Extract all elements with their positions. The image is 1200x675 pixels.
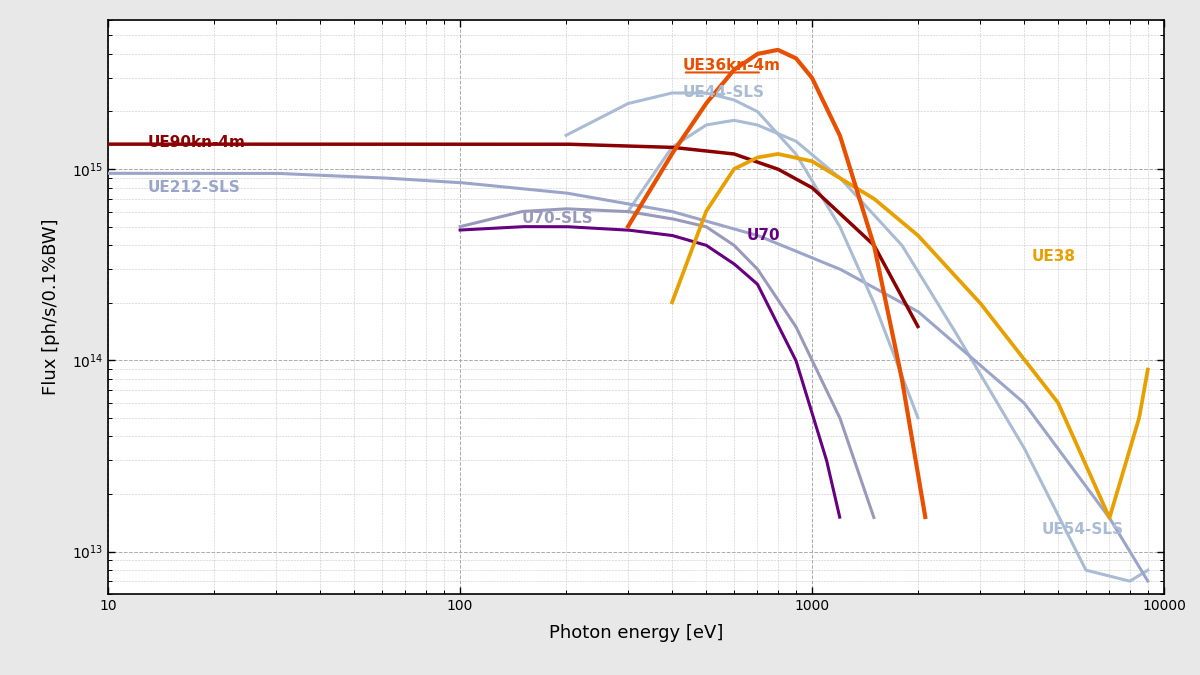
Y-axis label: Flux [ph/s/0.1%BW]: Flux [ph/s/0.1%BW] (42, 219, 60, 396)
Text: UE38: UE38 (1031, 249, 1075, 264)
Text: UE212-SLS: UE212-SLS (148, 180, 241, 195)
Text: UE36kn-4m: UE36kn-4m (683, 57, 781, 72)
X-axis label: Photon energy [eV]: Photon energy [eV] (548, 624, 724, 642)
Text: U70-SLS: U70-SLS (522, 211, 594, 226)
Text: UE44-SLS: UE44-SLS (683, 86, 764, 101)
Text: U70: U70 (746, 228, 780, 243)
Text: UE90kn-4m: UE90kn-4m (148, 135, 246, 150)
Text: UE54-SLS: UE54-SLS (1042, 522, 1124, 537)
